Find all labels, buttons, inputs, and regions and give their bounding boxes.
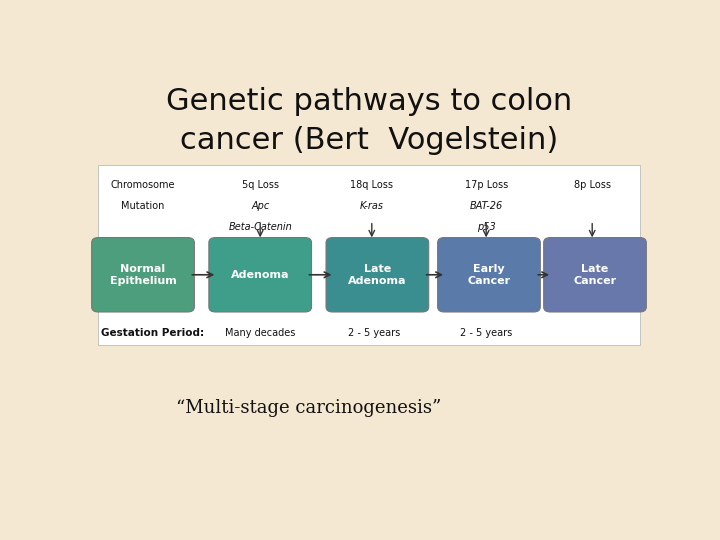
Text: 2 - 5 years: 2 - 5 years [460,328,513,338]
Text: 18q Loss: 18q Loss [351,180,393,191]
Text: “Multi-stage carcinogenesis”: “Multi-stage carcinogenesis” [176,399,442,417]
Text: 2 - 5 years: 2 - 5 years [348,328,401,338]
Text: Early
Cancer: Early Cancer [467,264,510,286]
Text: 5q Loss: 5q Loss [242,180,279,191]
FancyBboxPatch shape [544,238,647,312]
Text: Late
Adenoma: Late Adenoma [348,264,407,286]
Text: 17p Loss: 17p Loss [464,180,508,191]
Text: Adenoma: Adenoma [231,270,289,280]
Text: Normal
Epithelium: Normal Epithelium [109,264,176,286]
Text: Mutation: Mutation [122,201,165,211]
Text: Apc: Apc [251,201,269,211]
Text: Chromosome: Chromosome [111,180,175,191]
FancyBboxPatch shape [438,238,540,312]
Text: Many decades: Many decades [225,328,295,338]
Text: Late
Cancer: Late Cancer [573,264,616,286]
Text: Beta-Catenin: Beta-Catenin [228,222,292,232]
Text: K-ras: K-ras [360,201,384,211]
Text: Genetic pathways to colon
cancer (Bert  Vogelstein): Genetic pathways to colon cancer (Bert V… [166,87,572,154]
FancyBboxPatch shape [326,238,428,312]
Text: p53: p53 [477,222,495,232]
FancyBboxPatch shape [209,238,312,312]
Text: BAT-26: BAT-26 [469,201,503,211]
FancyBboxPatch shape [99,165,639,346]
Text: Gestation Period:: Gestation Period: [101,328,204,338]
Text: 8p Loss: 8p Loss [574,180,611,191]
FancyBboxPatch shape [91,238,194,312]
